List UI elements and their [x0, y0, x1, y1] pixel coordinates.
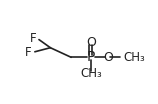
Text: F: F — [25, 46, 32, 59]
Text: CH₃: CH₃ — [80, 67, 102, 80]
Text: P: P — [87, 50, 95, 64]
Text: O: O — [103, 51, 113, 64]
Text: O: O — [86, 36, 96, 49]
Text: CH₃: CH₃ — [123, 51, 145, 64]
Text: F: F — [30, 32, 37, 45]
